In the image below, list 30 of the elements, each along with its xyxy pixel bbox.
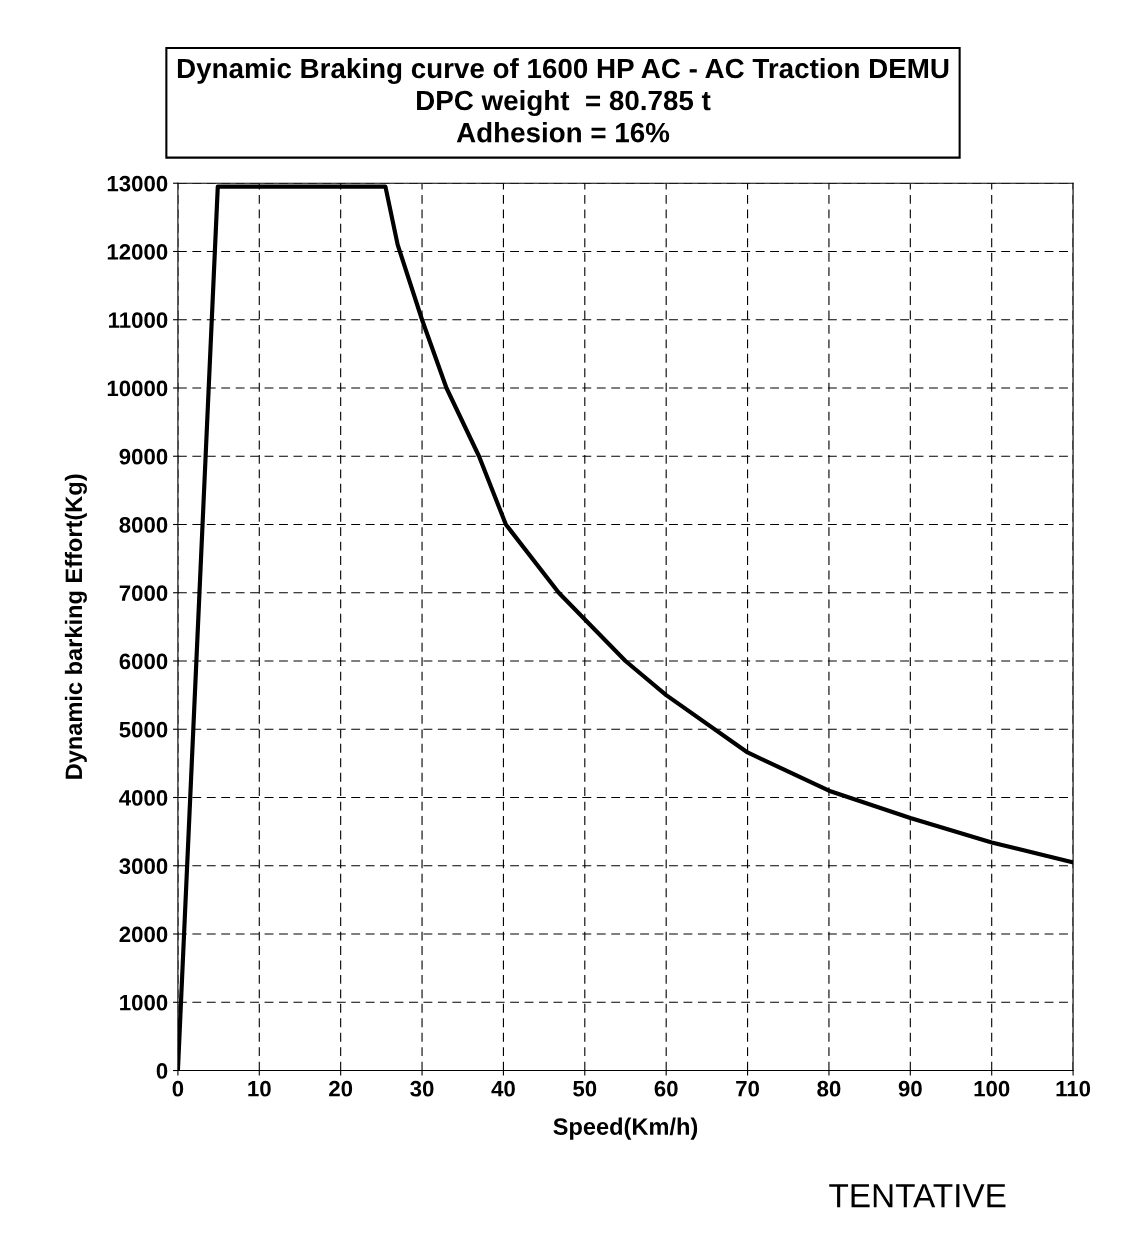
x-tick-label: 80 — [817, 1080, 841, 1097]
y-tick-label: 8000 — [119, 517, 168, 533]
x-tick-label: 10 — [248, 1080, 271, 1097]
x-axis-title: Speed(Km/h) — [553, 1117, 698, 1140]
x-tick-label: 60 — [654, 1080, 678, 1097]
x-tick-label: 50 — [573, 1080, 597, 1097]
y-tick-label: 0 — [156, 1063, 168, 1079]
chart-title: Dynamic Braking curve of 1600 HP AC - AC Traction DEMU DPC weight = 80.785 t Adhesion = 16% — [177, 57, 949, 143]
x-tick-label: 90 — [898, 1080, 922, 1097]
y-axis-title: Dynamic barking Effort(Kg) — [64, 474, 87, 779]
y-tick-label: 4000 — [119, 790, 168, 806]
y-tick-label: 2000 — [119, 926, 168, 943]
y-tick-label: 12000 — [107, 244, 168, 260]
x-tick-label: 110 — [1056, 1080, 1091, 1097]
x-tick-label: 20 — [329, 1080, 353, 1097]
y-tick-label: 10000 — [107, 380, 168, 397]
x-tick-label: 30 — [410, 1080, 434, 1097]
y-tick-label: 7000 — [119, 585, 168, 602]
y-tick-label: 1000 — [120, 994, 168, 1011]
x-tick-label: 40 — [491, 1080, 515, 1097]
y-tick-label: 6000 — [119, 653, 168, 670]
y-tick-label: 13000 — [107, 175, 168, 192]
x-tick-label: 100 — [974, 1080, 1010, 1097]
x-tick-label: 0 — [172, 1080, 184, 1097]
y-tick-label: 11000 — [109, 312, 168, 329]
y-tick-label: 3000 — [119, 858, 168, 875]
y-tick-label: 9000 — [119, 448, 168, 465]
y-tick-label: 5000 — [119, 721, 168, 738]
x-tick-label: 70 — [736, 1080, 760, 1097]
text: TENTATIVE — [829, 1184, 1006, 1208]
